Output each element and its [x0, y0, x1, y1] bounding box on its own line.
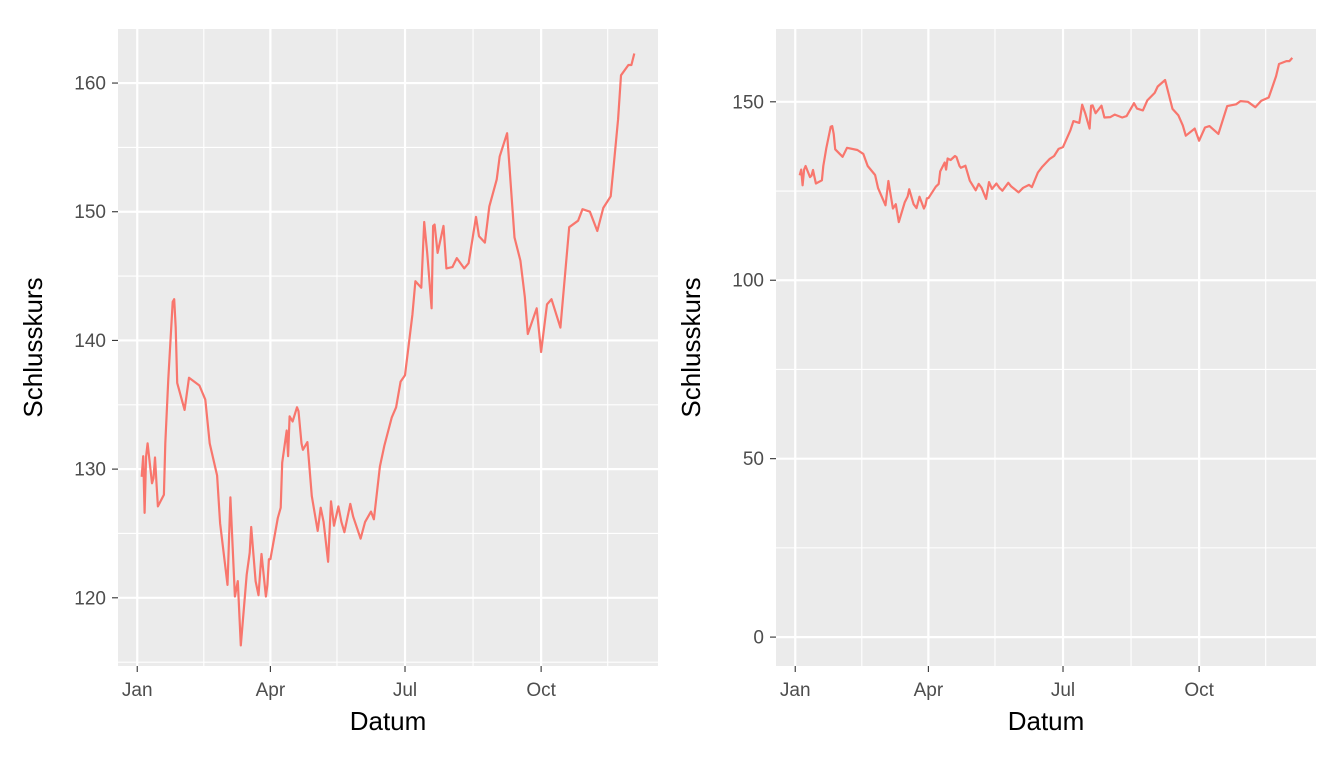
y-tick-label: 150: [732, 92, 764, 113]
y-tick-label: 100: [732, 271, 764, 292]
series-line-1: [798, 57, 1294, 224]
y-tick-label: 150: [74, 202, 106, 223]
x-tick-label: Apr: [256, 680, 286, 701]
x-tick-label: Apr: [914, 680, 944, 701]
x-axis-title: Datum: [350, 706, 427, 736]
y-tick-label: 120: [74, 588, 106, 609]
x-tick-label: Oct: [526, 680, 556, 701]
y-tick-label: 160: [74, 74, 106, 95]
chart-panel-2: 0 50 100 150 Jan Apr Jul Oct Datum Schlusskurs: [676, 29, 1316, 736]
chart-panel-1: 120 130 140 150 160 Jan Apr Jul Oct Datum Schlussk…: [18, 29, 658, 736]
x-tick-label: Jul: [393, 680, 417, 701]
y-tick-label: 130: [74, 460, 106, 481]
x-tick-label: Jul: [1051, 680, 1075, 701]
y-tick-label: 50: [743, 449, 764, 470]
x-tick-label: Oct: [1184, 680, 1214, 701]
y-tick-label: 0: [753, 628, 764, 649]
plot-panel: [118, 29, 658, 666]
y-tick-label: 140: [74, 331, 106, 352]
y-axis-title: Schlusskurs: [676, 277, 706, 417]
y-axis-title: Schlusskurs: [18, 277, 48, 417]
x-tick-label: Jan: [780, 680, 811, 701]
plot-panel: [776, 29, 1316, 666]
x-axis-title: Datum: [1008, 706, 1085, 736]
x-tick-label: Jan: [122, 680, 153, 701]
series-line-1: [140, 53, 636, 647]
